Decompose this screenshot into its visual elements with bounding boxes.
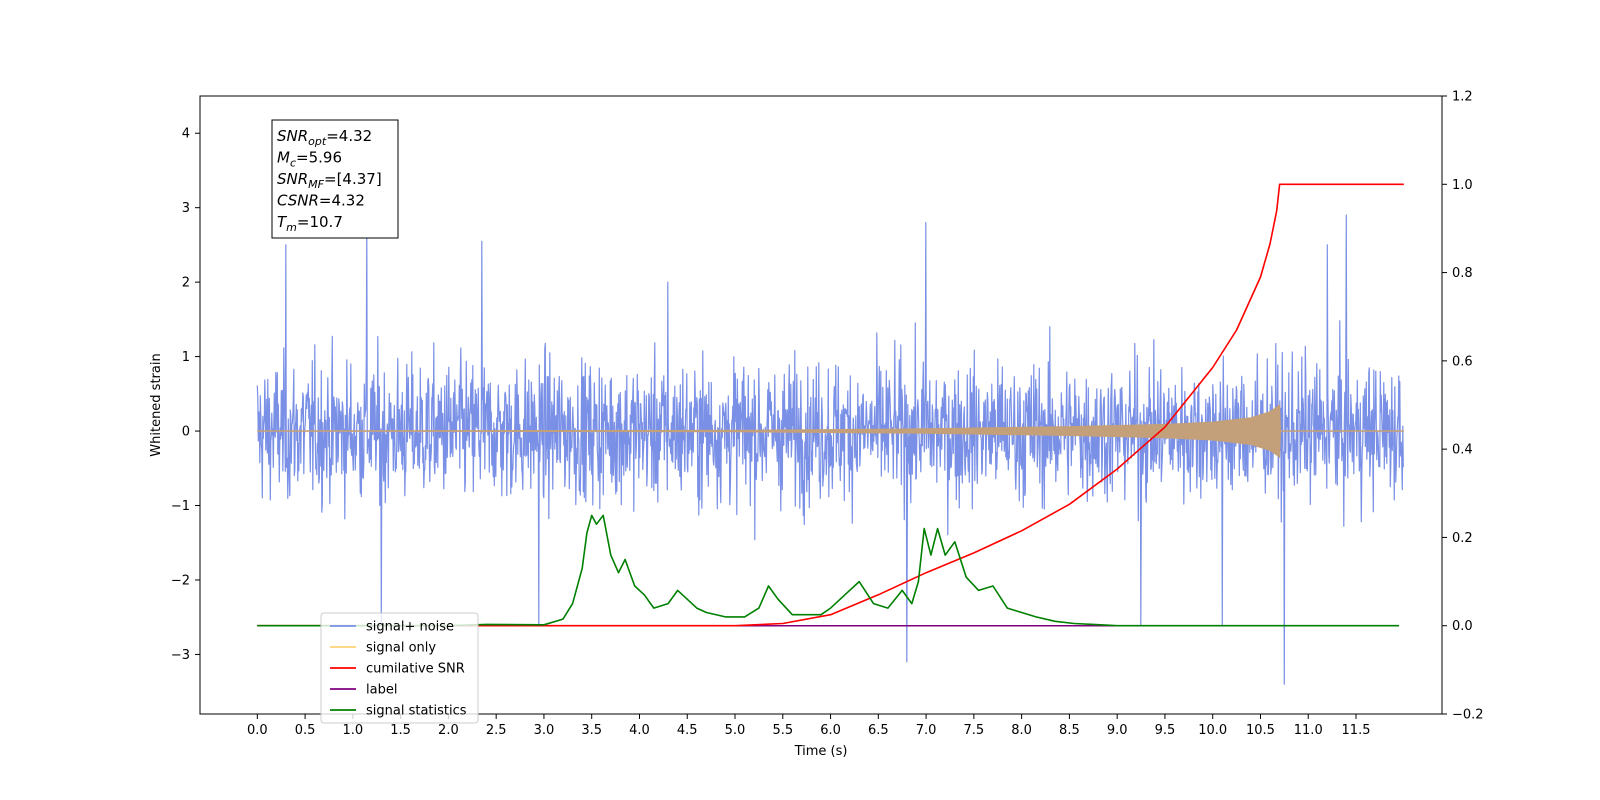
annotation-subscript: m xyxy=(286,221,297,234)
y-right-tick-label: 0.8 xyxy=(1452,266,1473,281)
x-tick-label: 11.5 xyxy=(1342,723,1371,738)
y-right-tick-label: 0.6 xyxy=(1452,354,1473,369)
y-right-tick-label: 0.2 xyxy=(1452,531,1473,546)
annotation-subscript: MF xyxy=(308,178,324,191)
y-axis-label: Whitened strain xyxy=(149,353,164,456)
y-right-tick-label: 0.4 xyxy=(1452,443,1473,458)
legend-label: label xyxy=(366,683,397,698)
x-tick-label: 10.0 xyxy=(1198,723,1227,738)
annotation-value: =4.32 xyxy=(326,127,372,145)
annotation-value: =[4.37] xyxy=(324,170,382,188)
annotation-line: CSNR=4.32 xyxy=(277,192,365,210)
x-tick-label: 11.0 xyxy=(1294,723,1323,738)
legend-label: signal statistics xyxy=(366,704,467,719)
legend-box xyxy=(320,612,479,724)
annotation-line: Mc=5.96 xyxy=(277,149,342,170)
annotation-subscript: c xyxy=(290,157,296,170)
x-tick-label: 1.0 xyxy=(343,723,364,738)
y-left-tick-label: −1 xyxy=(171,499,190,514)
y-right-tick-label: 0.0 xyxy=(1452,619,1473,634)
x-tick-label: 9.5 xyxy=(1155,723,1176,738)
plot-frame xyxy=(199,95,1443,715)
cumulative-snr-line xyxy=(257,183,1404,627)
legend-label: signal only xyxy=(366,641,436,656)
x-tick-label: 6.0 xyxy=(820,723,841,738)
x-tick-label: 3.0 xyxy=(534,723,555,738)
x-tick-label: 2.0 xyxy=(438,723,459,738)
annotation-symbol: M xyxy=(277,149,290,167)
y-left-tick-label: −2 xyxy=(171,573,190,588)
signal-statistics-line xyxy=(257,514,1399,627)
x-tick-label: 0.0 xyxy=(247,723,268,738)
x-axis-label: Time (s) xyxy=(794,744,848,759)
annotation-line: Tm=10.7 xyxy=(277,213,343,234)
x-tick-label: 2.5 xyxy=(486,723,507,738)
annotation-line: SNRopt=4.32 xyxy=(277,127,372,148)
x-tick-label: 10.5 xyxy=(1246,723,1275,738)
annotation-symbol: T xyxy=(277,213,288,231)
x-tick-label: 0.5 xyxy=(295,723,316,738)
x-tick-label: 1.5 xyxy=(390,723,411,738)
x-tick-label: 7.5 xyxy=(964,723,985,738)
legend-label: signal+ noise xyxy=(366,620,454,635)
legend-label: cumilative SNR xyxy=(366,662,465,677)
y-left-tick-label: 4 xyxy=(182,127,190,142)
annotation-box xyxy=(271,119,399,239)
y-right-tick-label: 1.0 xyxy=(1452,178,1473,193)
x-tick-label: 8.0 xyxy=(1011,723,1032,738)
annotation-subscript: opt xyxy=(308,135,327,148)
x-tick-label: 8.5 xyxy=(1059,723,1080,738)
annotation-value: =4.32 xyxy=(319,192,365,210)
annotation-symbol: CSNR xyxy=(277,192,319,210)
x-tick-label: 4.0 xyxy=(629,723,650,738)
annotation-symbol: SNR xyxy=(277,127,308,145)
y-left-tick-label: 0 xyxy=(182,425,190,440)
y-left-tick-label: 1 xyxy=(182,350,190,365)
annotation-symbol: SNR xyxy=(277,170,308,188)
x-tick-label: 5.5 xyxy=(772,723,793,738)
x-tick-label: 6.5 xyxy=(868,723,889,738)
y-left-tick-label: −3 xyxy=(171,648,190,663)
y-right-tick-label: −0.2 xyxy=(1452,708,1484,723)
x-tick-label: 7.0 xyxy=(916,723,937,738)
y-right-tick-label: 1.2 xyxy=(1452,90,1473,105)
x-tick-label: 9.0 xyxy=(1107,723,1128,738)
annotation-value: =5.96 xyxy=(296,149,342,167)
annotation-line: SNRMF=[4.37] xyxy=(277,170,382,191)
x-tick-label: 5.0 xyxy=(725,723,746,738)
x-tick-label: 4.5 xyxy=(677,723,698,738)
y-left-tick-label: 2 xyxy=(182,276,190,291)
annotation-value: =10.7 xyxy=(297,213,343,231)
x-tick-label: 3.5 xyxy=(581,723,602,738)
y-left-tick-label: 3 xyxy=(182,201,190,216)
